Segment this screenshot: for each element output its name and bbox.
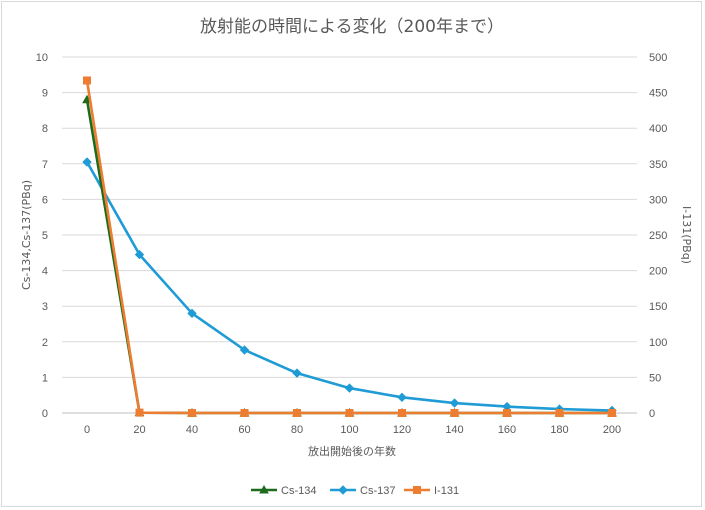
data-point-cs-137	[292, 368, 302, 378]
left-y-tick-label: 5	[42, 230, 48, 242]
legend-swatch-marker	[413, 486, 421, 494]
x-tick-label: 40	[186, 424, 198, 436]
data-point-i-131	[83, 76, 91, 85]
left-y-tick-label: 7	[42, 159, 48, 171]
right-y-tick-label: 0	[649, 408, 655, 420]
data-point-i-131	[345, 409, 354, 417]
left-y-tick-label: 0	[42, 408, 48, 420]
data-point-i-131	[240, 409, 249, 417]
data-point-cs-137	[397, 392, 407, 403]
x-tick-label: 120	[393, 424, 411, 436]
left-y-axis-title: Cs-134,Cs-137(PBq)	[20, 180, 33, 290]
right-y-tick-label: 150	[649, 301, 667, 313]
legend-item-cs-137: Cs-137	[330, 485, 395, 497]
data-point-i-131	[188, 409, 196, 417]
x-tick-label: 140	[445, 424, 463, 436]
data-point-i-131	[293, 409, 301, 417]
x-tick-label: 180	[550, 424, 568, 436]
left-y-tick-label: 8	[42, 123, 48, 135]
legend-label: Cs-134	[281, 485, 316, 497]
right-y-axis-title: I-131(PBq)	[680, 206, 693, 264]
legend-item-cs-134: Cs-134	[251, 484, 316, 497]
left-y-tick-label: 9	[42, 88, 48, 100]
left-y-tick-label: 2	[42, 337, 48, 349]
x-axis-title: 放出開始後の年数	[308, 444, 396, 458]
right-y-tick-label: 200	[649, 266, 667, 278]
legend-swatch-marker	[338, 485, 348, 495]
data-point-i-131	[555, 409, 564, 417]
x-axis: 0 20 40 60 80 100 120 140 160 180 200	[84, 424, 621, 436]
left-y-axis: 0 1 2 3 4 5 6 7 8 9 10	[36, 52, 48, 420]
right-y-tick-label: 100	[649, 337, 667, 349]
gridlines	[62, 56, 637, 414]
x-tick-label: 60	[238, 424, 250, 436]
series-i-131	[83, 76, 616, 417]
series-cs-137	[82, 157, 617, 416]
left-y-tick-label: 6	[42, 194, 48, 206]
data-point-cs-137	[239, 345, 250, 355]
right-y-axis: 0 50 100 150 200 250 300 350 400 450 500	[649, 52, 667, 420]
legend-label: Cs-137	[360, 485, 395, 497]
series-layer	[82, 76, 617, 417]
series-line-cs-134	[85, 99, 612, 415]
chart-title: 放射能の時間による変化（200年まで）	[200, 17, 504, 37]
legend: Cs-134 Cs-137 I-131	[251, 484, 459, 497]
right-y-tick-label: 50	[649, 372, 661, 384]
data-point-i-131	[450, 409, 459, 417]
right-y-tick-label: 300	[649, 194, 667, 206]
data-point-i-131	[398, 409, 406, 417]
x-tick-label: 0	[84, 424, 90, 436]
series-cs-134	[82, 94, 617, 417]
data-point-i-131	[608, 409, 616, 417]
right-y-tick-label: 450	[649, 88, 667, 100]
x-tick-label: 100	[340, 424, 358, 436]
data-point-i-131	[135, 408, 144, 417]
legend-label: I-131	[434, 485, 459, 497]
left-y-tick-label: 4	[42, 266, 48, 278]
legend-item-i-131: I-131	[404, 485, 459, 497]
data-point-i-131	[503, 409, 511, 417]
data-point-cs-137	[449, 398, 460, 408]
data-point-cs-137	[134, 249, 145, 260]
legend-swatch-marker	[259, 484, 269, 494]
left-y-tick-label: 1	[42, 372, 48, 384]
right-y-tick-label: 250	[649, 230, 667, 242]
left-y-tick-label: 10	[36, 52, 48, 64]
x-tick-label: 20	[133, 424, 145, 436]
x-tick-label: 80	[291, 424, 303, 436]
data-point-cs-137	[82, 157, 92, 167]
x-tick-label: 200	[603, 424, 621, 436]
x-tick-label: 160	[498, 424, 516, 436]
left-y-tick-label: 3	[42, 301, 48, 313]
data-point-cs-137	[187, 308, 197, 319]
right-y-tick-label: 350	[649, 159, 667, 171]
data-point-cs-137	[344, 383, 355, 393]
right-y-tick-label: 500	[649, 52, 667, 64]
series-line-i-131	[85, 80, 612, 415]
right-y-tick-label: 400	[649, 123, 667, 135]
